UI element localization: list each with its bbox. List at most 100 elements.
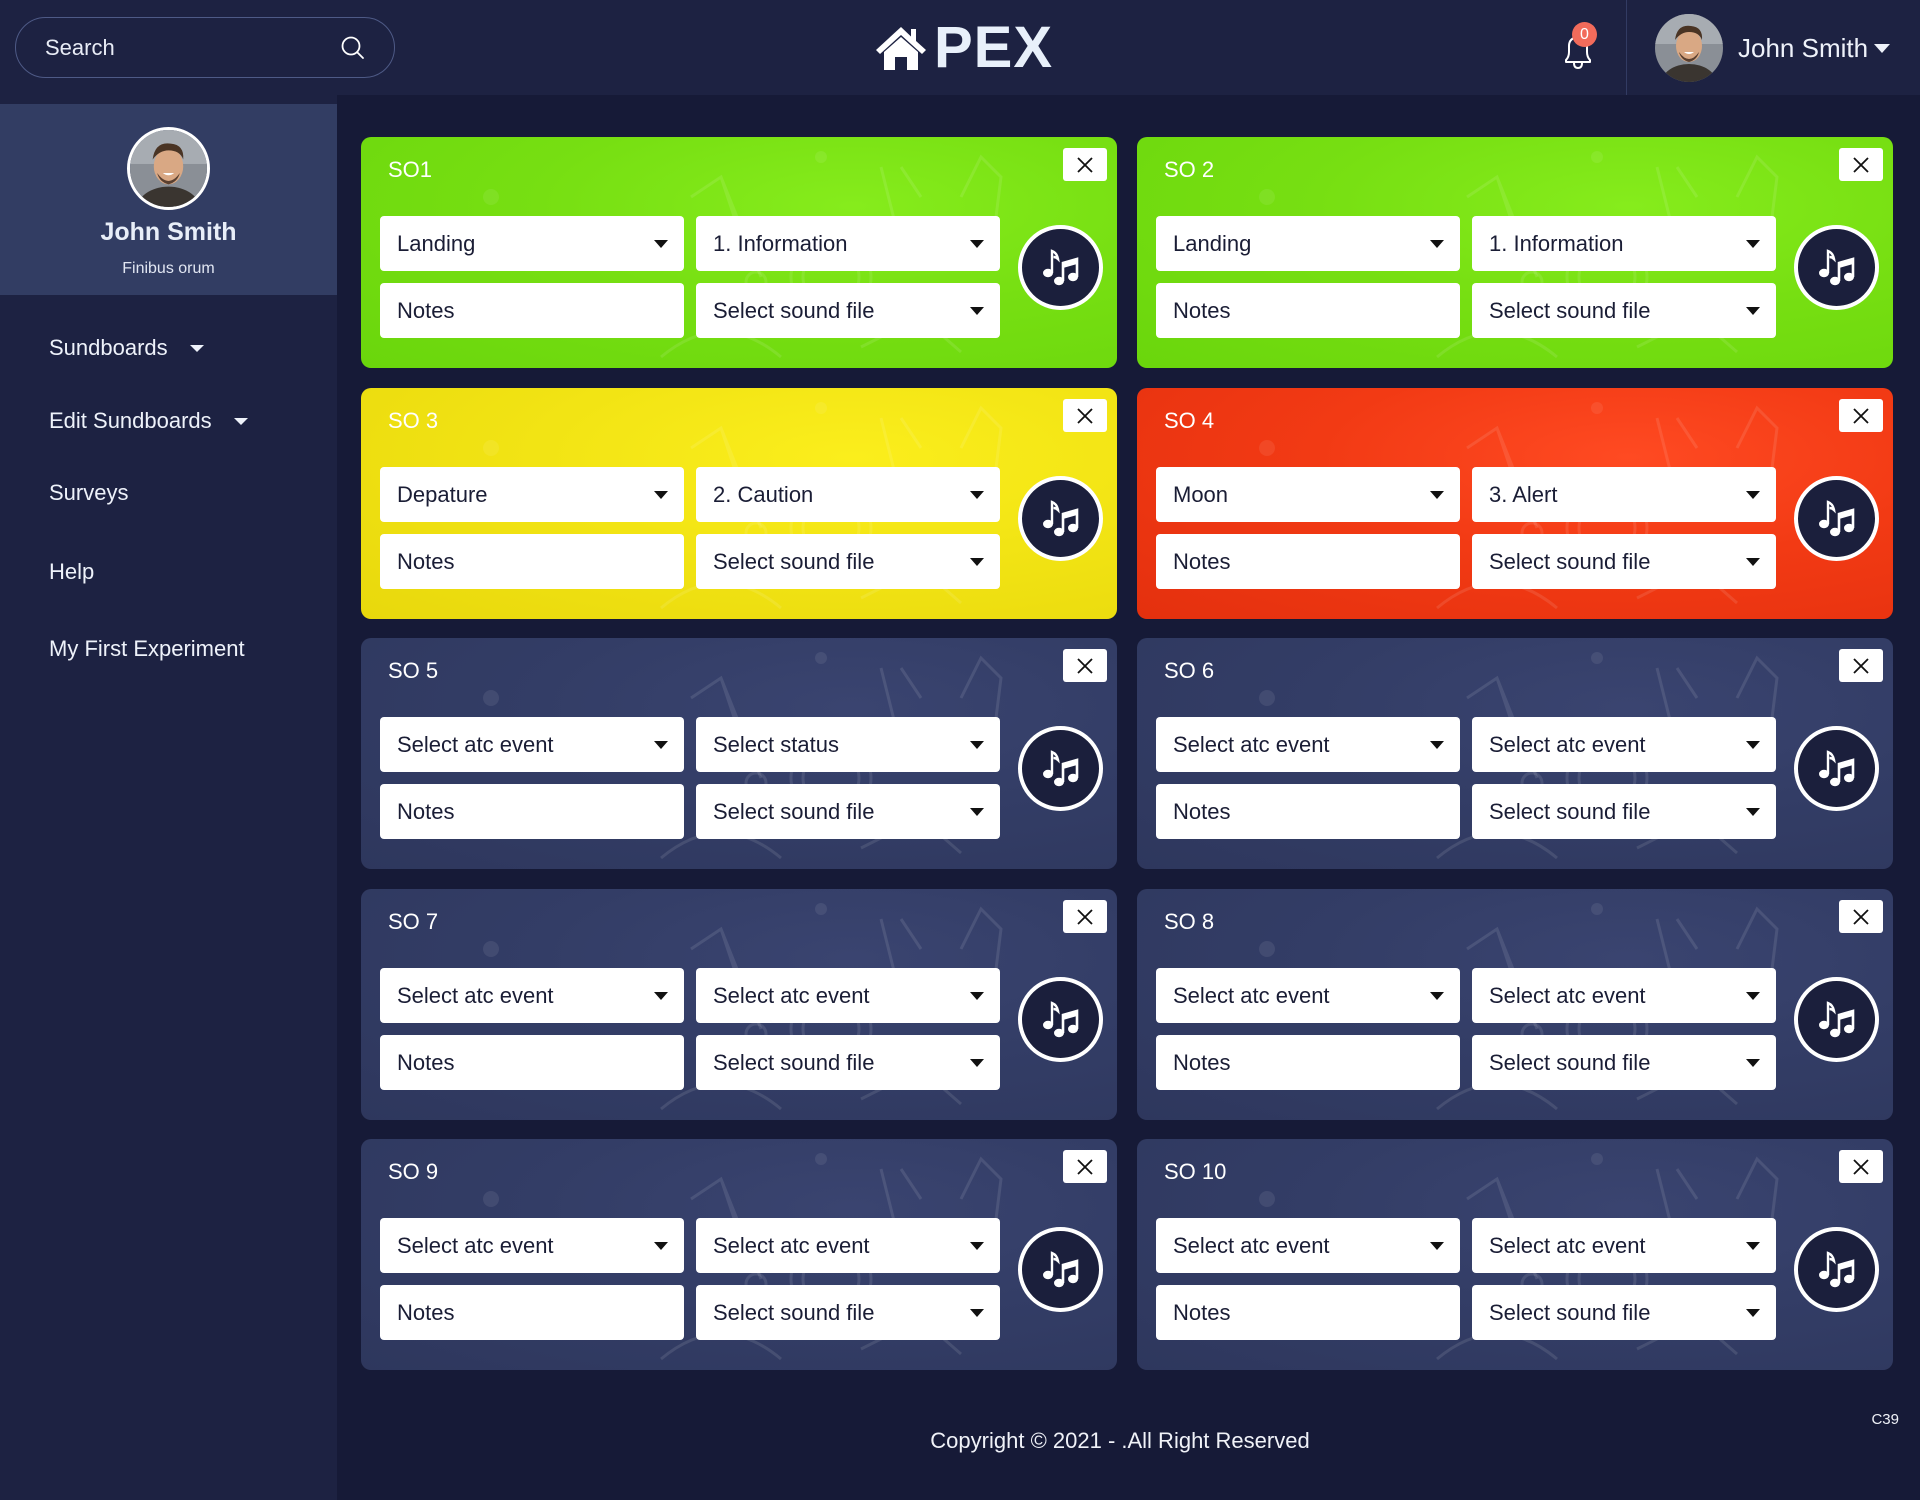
notes-input[interactable]: Notes: [1156, 784, 1460, 839]
sound-file-select[interactable]: Select sound file: [1472, 534, 1776, 589]
music-notes-icon: [1042, 499, 1078, 536]
status-select[interactable]: 1. Information: [1472, 216, 1776, 271]
pex-logo[interactable]: PEX: [874, 19, 1053, 77]
status-select[interactable]: Select atc event: [1472, 1218, 1776, 1273]
play-sound-button[interactable]: [1794, 476, 1879, 561]
close-button[interactable]: [1839, 900, 1883, 933]
status-select[interactable]: Select atc event: [1472, 968, 1776, 1023]
sound-card-7: SO 7 Select atc event Select atc event N…: [361, 889, 1117, 1120]
status-select[interactable]: Select atc event: [696, 1218, 1000, 1273]
close-button[interactable]: [1063, 399, 1107, 432]
sidebar-item-edit-sundboards[interactable]: Edit Sundboards: [49, 408, 248, 434]
sound-file-select[interactable]: Select sound file: [1472, 1285, 1776, 1340]
play-sound-button[interactable]: [1018, 977, 1103, 1062]
sound-file-select[interactable]: Select sound file: [696, 1285, 1000, 1340]
play-sound-button[interactable]: [1794, 1227, 1879, 1312]
avatar: [1655, 14, 1723, 82]
play-sound-button[interactable]: [1794, 977, 1879, 1062]
search-input[interactable]: [45, 34, 340, 61]
play-sound-button[interactable]: [1018, 726, 1103, 811]
atc-event-select[interactable]: Depature: [380, 467, 684, 522]
dropdown-arrow-icon: [1746, 1058, 1760, 1067]
dropdown-arrow-icon: [1746, 991, 1760, 1000]
card-title: SO 4: [1164, 408, 1215, 433]
status-select[interactable]: Select status: [696, 717, 1000, 772]
atc-event-select[interactable]: Select atc event: [380, 968, 684, 1023]
dropdown-arrow-icon: [970, 306, 984, 315]
card-title: SO1: [388, 157, 433, 182]
close-button[interactable]: [1839, 649, 1883, 682]
sidebar-item-label: Help: [49, 559, 95, 584]
sidebar-item-sundboards[interactable]: Sundboards: [49, 335, 204, 361]
dropdown-arrow-icon: [654, 490, 668, 499]
atc-event-select[interactable]: Select atc event: [380, 1218, 684, 1273]
dropdown-arrow-icon: [970, 557, 984, 566]
close-icon: [1077, 156, 1093, 173]
top-header: PEX 0 John Smith: [0, 0, 1920, 95]
status-select[interactable]: Select atc event: [1472, 717, 1776, 772]
sidebar-item-my-first-experiment[interactable]: My First Experiment: [49, 636, 245, 662]
close-button[interactable]: [1063, 900, 1107, 933]
notes-input[interactable]: Notes: [1156, 283, 1460, 338]
atc-event-select[interactable]: Landing: [1156, 216, 1460, 271]
status-select[interactable]: 1. Information: [696, 216, 1000, 271]
sidebar-item-help[interactable]: Help: [49, 559, 94, 585]
status-select[interactable]: 2. Caution: [696, 467, 1000, 522]
atc-event-select[interactable]: Moon: [1156, 467, 1460, 522]
play-sound-button[interactable]: [1794, 726, 1879, 811]
atc-event-select[interactable]: Select atc event: [1156, 1218, 1460, 1273]
dropdown-arrow-icon: [970, 1058, 984, 1067]
status-select[interactable]: Select atc event: [696, 968, 1000, 1023]
search-box[interactable]: [15, 17, 395, 78]
profile-avatar: [127, 127, 210, 210]
notes-input[interactable]: Notes: [380, 1035, 684, 1090]
play-sound-button[interactable]: [1018, 225, 1103, 310]
dropdown-arrow-icon: [970, 490, 984, 499]
sound-card-5: SO 5 Select atc event Select status Note…: [361, 638, 1117, 869]
sound-file-select[interactable]: Select sound file: [1472, 784, 1776, 839]
user-name: John Smith: [1738, 32, 1869, 63]
dropdown-arrow-icon: [970, 807, 984, 816]
dropdown-arrow-icon: [1430, 1241, 1444, 1250]
notes-input[interactable]: Notes: [380, 283, 684, 338]
footer-code: C39: [1871, 1411, 1899, 1428]
atc-event-select[interactable]: Landing: [380, 216, 684, 271]
close-button[interactable]: [1839, 1150, 1883, 1183]
notes-input[interactable]: Notes: [1156, 1285, 1460, 1340]
card-title: SO 8: [1164, 909, 1215, 934]
sidebar-item-label: Edit Sundboards: [49, 408, 212, 433]
sound-file-select[interactable]: Select sound file: [696, 534, 1000, 589]
close-button[interactable]: [1063, 649, 1107, 682]
close-button[interactable]: [1839, 399, 1883, 432]
sound-file-select[interactable]: Select sound file: [696, 283, 1000, 338]
play-sound-button[interactable]: [1018, 476, 1103, 561]
status-select[interactable]: 3. Alert: [1472, 467, 1776, 522]
card-title: SO 10: [1164, 1159, 1227, 1184]
atc-event-select[interactable]: Select atc event: [380, 717, 684, 772]
notes-input[interactable]: Notes: [1156, 534, 1460, 589]
sound-card-2: SO 2 Landing 1. Information Notes Select…: [1137, 137, 1893, 368]
notes-input[interactable]: Notes: [1156, 1035, 1460, 1090]
user-menu[interactable]: John Smith: [1655, 14, 1891, 82]
notes-input[interactable]: Notes: [380, 534, 684, 589]
close-button[interactable]: [1839, 148, 1883, 181]
notes-input[interactable]: Notes: [380, 1285, 684, 1340]
close-button[interactable]: [1063, 148, 1107, 181]
sound-card-3: SO 3 Depature 2. Caution Notes Select so…: [361, 388, 1117, 619]
search-icon[interactable]: [340, 35, 366, 61]
sidebar-item-surveys[interactable]: Surveys: [49, 480, 128, 506]
notes-input[interactable]: Notes: [380, 784, 684, 839]
sound-file-select[interactable]: Select sound file: [1472, 283, 1776, 338]
sound-card-9: SO 9 Select atc event Select atc event N…: [361, 1139, 1117, 1370]
atc-event-select[interactable]: Select atc event: [1156, 717, 1460, 772]
caret-down-icon: [189, 344, 204, 352]
close-button[interactable]: [1063, 1150, 1107, 1183]
atc-event-select[interactable]: Select atc event: [1156, 968, 1460, 1023]
dropdown-arrow-icon: [970, 1241, 984, 1250]
sound-file-select[interactable]: Select sound file: [696, 1035, 1000, 1090]
sound-file-select[interactable]: Select sound file: [696, 784, 1000, 839]
sound-file-select[interactable]: Select sound file: [1472, 1035, 1776, 1090]
play-sound-button[interactable]: [1794, 225, 1879, 310]
close-icon: [1853, 908, 1869, 925]
play-sound-button[interactable]: [1018, 1227, 1103, 1312]
